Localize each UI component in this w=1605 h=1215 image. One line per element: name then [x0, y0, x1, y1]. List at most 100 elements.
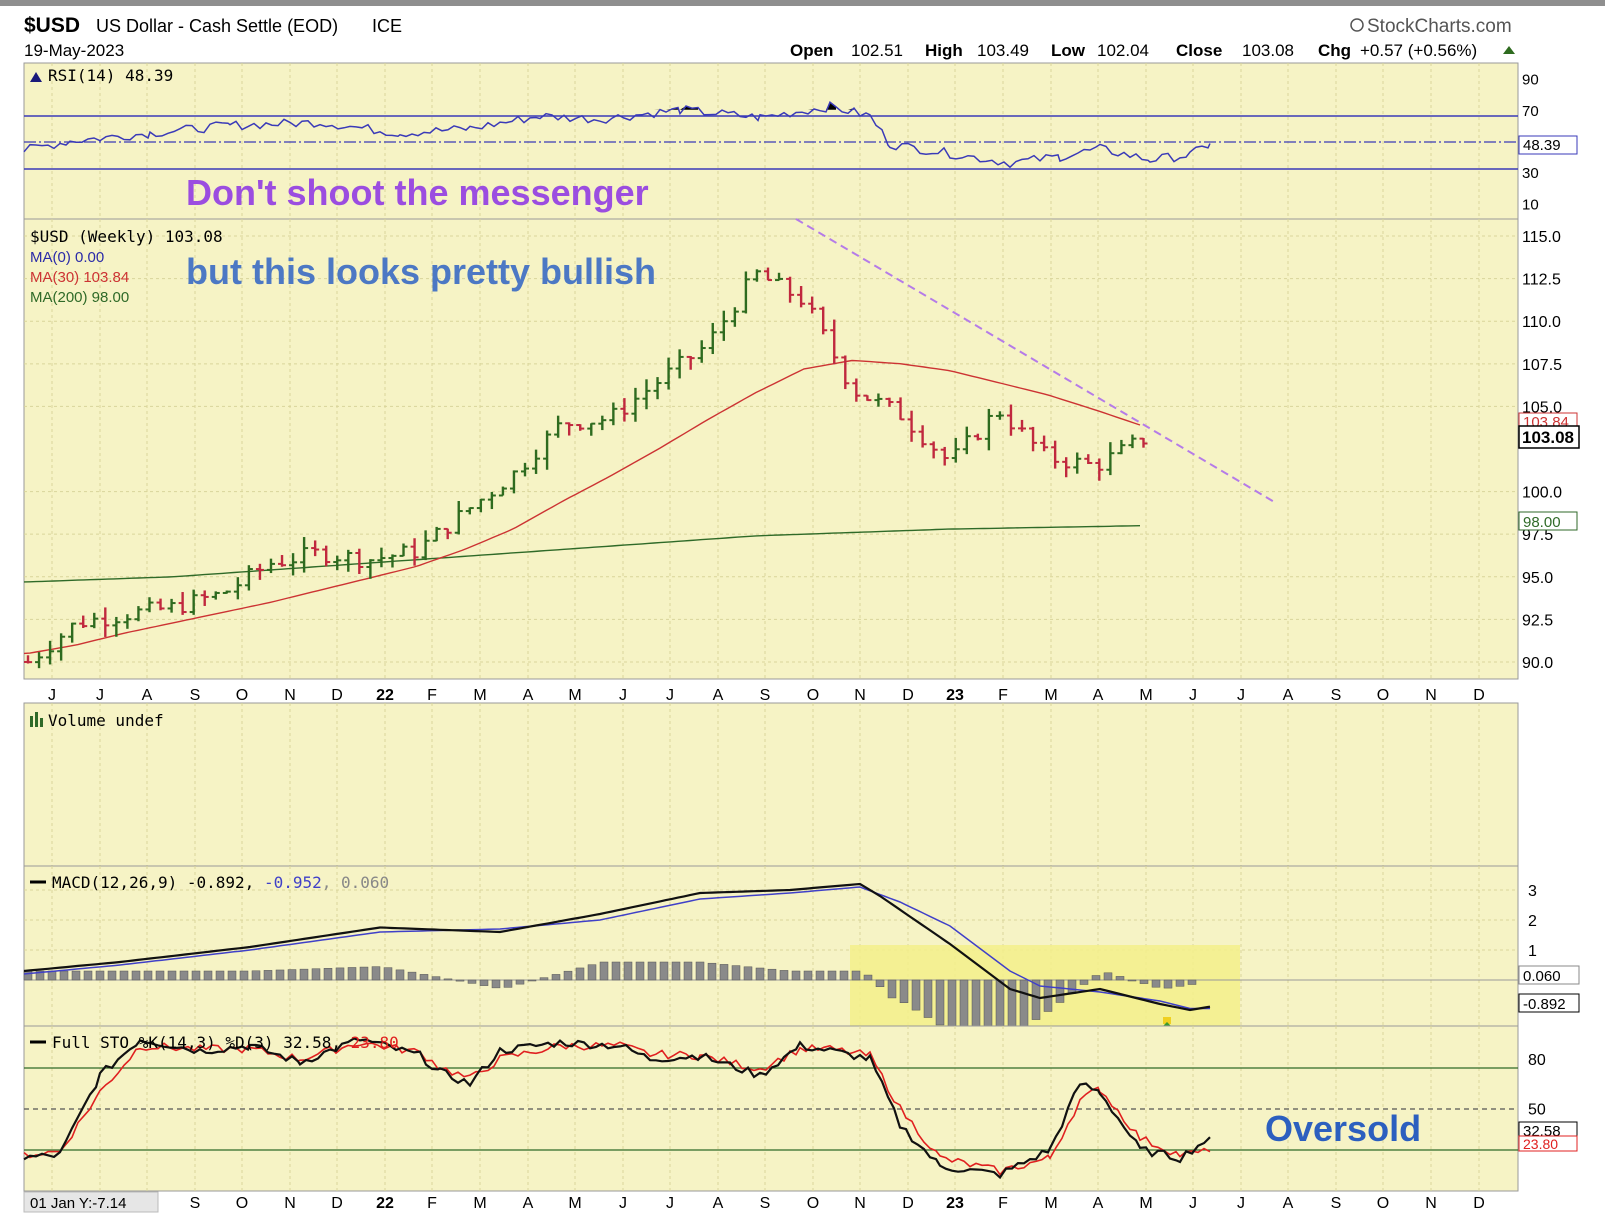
- scroll-note[interactable]: 01 Jan Y:-7.14: [23, 1191, 159, 1213]
- histogram-bar: [743, 966, 753, 981]
- histogram-bar: [887, 979, 897, 999]
- x-tick-label: J: [1189, 687, 1197, 704]
- price-tick-label: 115.0: [1522, 229, 1561, 246]
- histogram-bar: [419, 974, 429, 981]
- histogram-bar: [575, 967, 585, 981]
- histogram-bar: [671, 961, 681, 981]
- up-arrow-icon: [1503, 46, 1515, 54]
- histogram-bar: [899, 979, 909, 1003]
- sto-d-tag: 23.80: [1518, 1135, 1578, 1152]
- ma200-value-tag: 98.00: [1518, 511, 1578, 531]
- x-tick-label: N: [854, 687, 866, 704]
- macd-tag-text: -0.892: [1523, 996, 1566, 1013]
- close-tag-text: 103.08: [1522, 428, 1574, 447]
- histogram-bar: [635, 961, 645, 981]
- histogram-bar: [83, 970, 93, 981]
- x-tick-label: J: [96, 687, 104, 704]
- histogram-bar: [479, 979, 489, 986]
- histogram-bar: [527, 979, 537, 982]
- histogram-bar: [275, 969, 285, 981]
- x-tick-label: F: [427, 687, 437, 704]
- brand-logo[interactable]: StockCharts.com: [1350, 16, 1512, 37]
- x-tick-label: A: [713, 1195, 724, 1212]
- copyright-icon: [1350, 18, 1364, 32]
- x-axis-bottom: S O N D 22 F M A M J J A S O N D 23 F M A M J J A S O N D: [190, 1195, 1485, 1212]
- histogram-bar: [707, 962, 717, 981]
- macd-label-group: MACD(12,26,9) -0.892, -0.952, 0.060: [52, 873, 389, 892]
- legend-ma200: MA(200) 98.00: [30, 289, 129, 306]
- x-tick-label: N: [284, 687, 296, 704]
- x-tick-label: D: [331, 687, 343, 704]
- macd-hist-tag: 0.060: [1518, 965, 1580, 985]
- downtrend-line: [795, 218, 1277, 504]
- macd-panel[interactable]: [23, 865, 1519, 1027]
- volume-label: Volume undef: [48, 711, 164, 730]
- x-tick-label: S: [190, 687, 201, 704]
- x-tick-label: M: [568, 1195, 581, 1212]
- x-tick-label: F: [998, 687, 1008, 704]
- x-tick-label: J: [666, 1195, 674, 1212]
- macd-hist-value: 0.060: [341, 873, 389, 892]
- sto-k-value: 32.58: [283, 1033, 331, 1052]
- macd-value: -0.892: [187, 873, 245, 892]
- histogram-bar: [323, 968, 333, 981]
- macd-signal-line: [23, 886, 1210, 1010]
- x-tick-label: A: [523, 687, 534, 704]
- volume-panel[interactable]: [23, 702, 1519, 867]
- histogram-bar: [107, 970, 117, 981]
- x-axis-months: J J A S O N D 22 F M A M J J A S O N D 23 F M A M J J A S O N D: [48, 687, 1485, 704]
- high-value: 103.49: [977, 41, 1029, 60]
- x-tick-label: 22: [376, 1195, 394, 1212]
- x-tick-label: O: [1377, 1195, 1389, 1212]
- rsi-tick-label: 30: [1522, 165, 1539, 182]
- x-tick-label: O: [807, 687, 819, 704]
- symbol: $USD: [24, 14, 80, 37]
- histogram-bar: [1187, 979, 1197, 985]
- sto-tick-label: 80: [1528, 1052, 1546, 1069]
- histogram-bar: [1175, 979, 1185, 987]
- price-panel-label: $USD (Weekly) 103.08: [30, 227, 223, 246]
- histogram-bar: [611, 961, 621, 981]
- x-tick-label: M: [473, 687, 486, 704]
- x-tick-label: M: [1044, 1195, 1057, 1212]
- histogram-bar: [515, 979, 525, 985]
- legend-ma0: MA(0) 0.00: [30, 249, 104, 266]
- high-label: High: [925, 41, 963, 60]
- histogram-bar: [695, 961, 705, 981]
- x-tick-label: D: [902, 1195, 914, 1212]
- macd-tick-label: 1: [1528, 943, 1537, 960]
- histogram-bar: [59, 970, 69, 981]
- x-tick-label: A: [1283, 1195, 1294, 1212]
- x-tick-label: J: [619, 1195, 627, 1212]
- sto-label: Full STO %K(14,3) %D(3): [52, 1033, 274, 1052]
- histogram-bar: [791, 970, 801, 981]
- x-tick-label: O: [236, 687, 248, 704]
- histogram-bar: [383, 967, 393, 981]
- histogram-bar: [299, 968, 309, 981]
- rsi-label: RSI(14) 48.39: [48, 66, 173, 85]
- scroll-note-text: 01 Jan Y:-7.14: [30, 1195, 126, 1212]
- description: US Dollar - Cash Settle (EOD): [96, 16, 338, 36]
- rsi-tick-label: 10: [1522, 196, 1539, 213]
- histogram-bar: [647, 961, 657, 981]
- rsi-panel[interactable]: [23, 62, 1519, 220]
- x-tick-label: N: [1425, 1195, 1437, 1212]
- histogram-bar: [563, 970, 573, 981]
- histogram-bar: [551, 974, 561, 981]
- rsi-tick-label: 90: [1522, 72, 1539, 89]
- histogram-bar: [443, 978, 453, 981]
- histogram-bar: [1103, 972, 1113, 981]
- close-value: 103.08: [1242, 41, 1294, 60]
- macd-tick-label: 3: [1528, 883, 1537, 900]
- ma30-line: [23, 359, 1141, 655]
- histogram-bar: [311, 968, 321, 981]
- histogram-bar: [1151, 979, 1161, 988]
- brand-name: StockCharts.com: [1367, 16, 1512, 37]
- macd-label: MACD(12,26,9): [52, 873, 177, 892]
- x-tick-label: J: [1189, 1195, 1197, 1212]
- histogram-bar: [815, 970, 825, 981]
- histogram-bar: [23, 970, 33, 981]
- x-tick-label: N: [854, 1195, 866, 1212]
- sto-k-line: [23, 1037, 1211, 1180]
